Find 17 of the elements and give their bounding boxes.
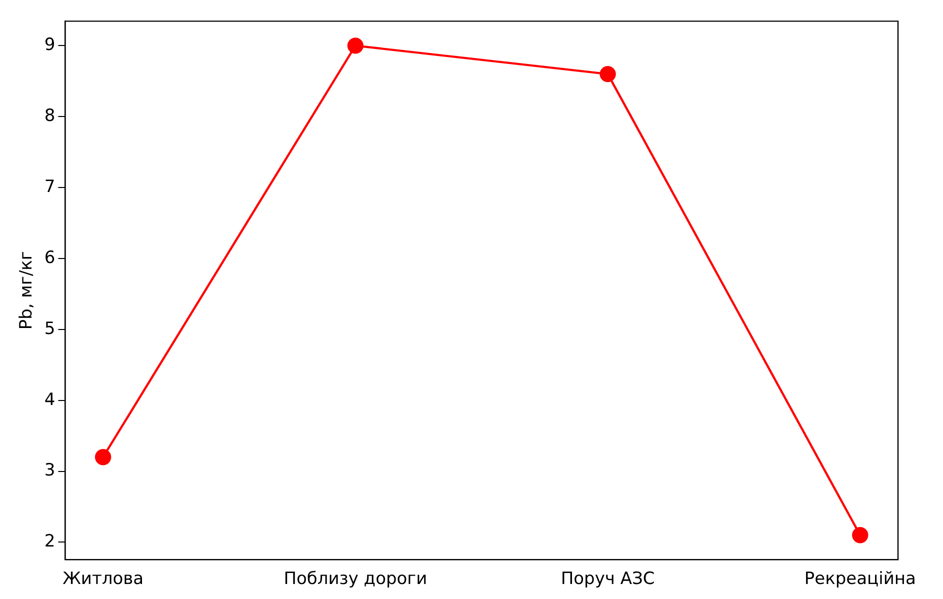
y-tick-label: 4 (44, 390, 56, 410)
y-tick-label: 7 (44, 176, 56, 197)
y-axis-title: Pb, мг/кг (16, 251, 37, 330)
x-tick-label: Поблизу дороги (284, 569, 428, 590)
point (852, 527, 868, 544)
point (94, 449, 112, 466)
y-tick-label: 8 (44, 106, 56, 126)
x-tick-label: Житлова (62, 569, 144, 590)
x-tick-label: Поруч АЗС (560, 569, 655, 590)
x-tick-label: Рекреаційна (804, 569, 916, 590)
y-tick-label: 9 (44, 35, 56, 56)
y-tick-label: 3 (44, 460, 56, 481)
y-tick-label: 6 (44, 248, 56, 268)
y-tick-label: 5 (44, 318, 56, 339)
point (347, 38, 364, 54)
point (600, 66, 616, 82)
y-tick-label: 2 (44, 532, 56, 552)
